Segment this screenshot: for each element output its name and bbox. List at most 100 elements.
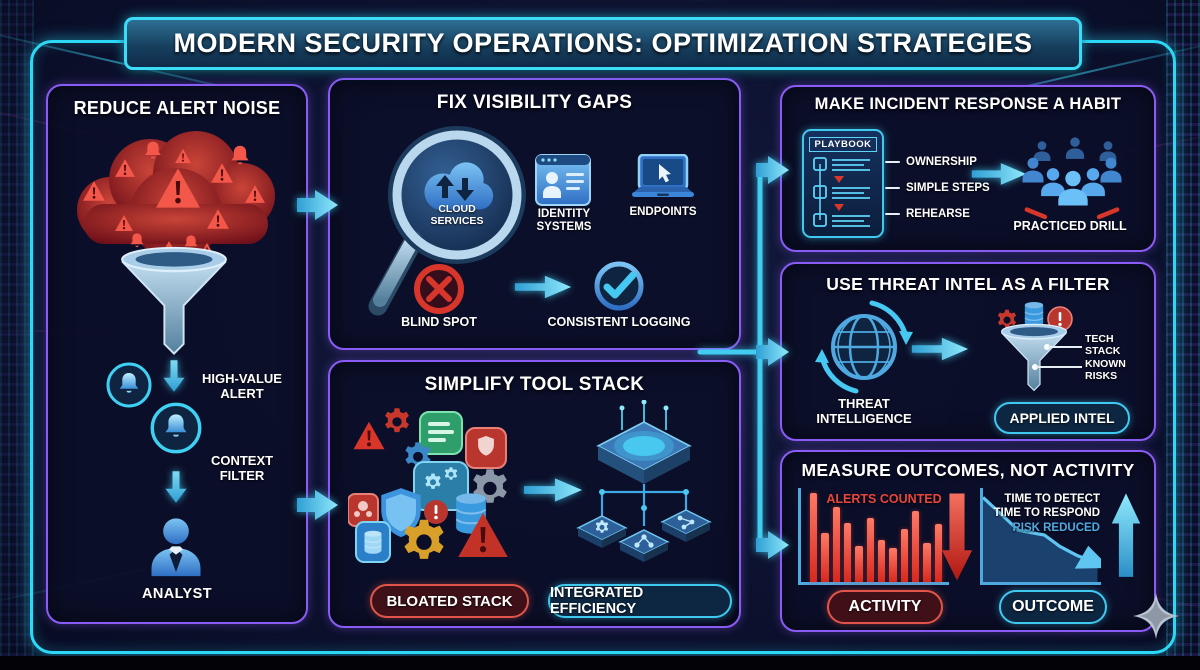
activity-bar (832, 506, 840, 582)
applied-intel-label: APPLIED INTEL (1009, 410, 1115, 426)
title-banner: MODERN SECURITY OPERATIONS: OPTIMIZATION… (124, 17, 1082, 70)
panel-title: REDUCE ALERT NOISE (73, 98, 281, 118)
identity-systems-label: IDENTITY SYSTEMS (536, 208, 592, 233)
activity-bar (821, 533, 829, 582)
ownership-row: OWNERSHIP (885, 156, 977, 168)
simple-steps-label: SIMPLE STEPS (906, 182, 990, 194)
funnel-icon (121, 246, 227, 355)
threat-intelligence-label: THREAT INTELLIGENCE (816, 396, 912, 426)
down-arrow-icon (941, 493, 973, 581)
risk-reduced-label: RISK REDUCED (1012, 522, 1100, 534)
flow-down-arrow (163, 360, 185, 392)
high-value-alert-label: HIGH-VALUE ALERT (202, 371, 282, 401)
activity-bar-chart (798, 488, 949, 585)
bloated-stack-label: BLOATED STACK (386, 592, 513, 610)
transform-arrow (514, 275, 572, 299)
rehearse-row: REHEARSE (885, 208, 970, 220)
callout-line (1036, 366, 1082, 368)
identity-card-icon (535, 154, 591, 206)
context-filter-label: CONTEXT FILTER (210, 453, 274, 483)
panel-measure-outcomes: MEASURE OUTCOMES, NOT ACTIVITY ALERTS CO… (780, 450, 1156, 632)
panel-reduce-alert-noise: REDUCE ALERT NOISE (46, 84, 308, 624)
activity-bar (923, 542, 931, 582)
panel-simplify-tool-stack: SIMPLIFY TOOL STACK (328, 360, 741, 628)
panel-title: SIMPLIFY TOOL STACK (424, 374, 645, 395)
bell-icon (150, 402, 202, 454)
outcome-line (983, 497, 1101, 570)
panel-fix-visibility-gaps: FIX VISIBILITY GAPS CLOUD SERVICES IDENT… (328, 78, 741, 350)
callout-dot (1044, 344, 1050, 350)
sparkle-logo-icon (1133, 593, 1179, 639)
transform-arrow (911, 337, 969, 361)
panel-title: FIX VISIBILITY GAPS (436, 92, 633, 113)
team-icon (1022, 137, 1122, 220)
flow-down-arrow (165, 471, 187, 503)
activity-label: ACTIVITY (848, 598, 922, 615)
panel-title: MAKE INCIDENT RESPONSE A HABIT (814, 95, 1122, 113)
applied-intel-pill: APPLIED INTEL (994, 402, 1130, 434)
activity-bar (810, 492, 818, 582)
light-streak (470, 0, 730, 3)
integrated-hub-icon (576, 400, 712, 562)
matrix-edge-right (1166, 0, 1200, 656)
endpoints-label: ENDPOINTS (629, 206, 697, 218)
activity-bar (877, 539, 886, 582)
panel-title: MEASURE OUTCOMES, NOT ACTIVITY (801, 460, 1135, 480)
callout-line (1048, 346, 1082, 348)
tech-stack-label: TECH STACK (1085, 333, 1121, 357)
panel-title: USE THREAT INTEL AS A FILTER (826, 274, 1110, 294)
analyst-icon (151, 518, 201, 577)
panel-threat-intel-filter: USE THREAT INTEL AS A FILTER THREAT INTE… (780, 262, 1156, 441)
activity-bar (911, 510, 920, 582)
panel-incident-response-habit: MAKE INCIDENT RESPONSE A HABIT PLAYBOOK (780, 85, 1156, 252)
time-to-respond-label: TIME TO RESPOND (993, 507, 1101, 519)
rehearse-label: REHEARSE (906, 208, 970, 220)
tick-line (885, 160, 900, 164)
blind-spot-icon (414, 264, 464, 314)
tick-line (885, 212, 900, 216)
blind-spot-label: BLIND SPOT (401, 315, 477, 329)
known-risks-label: KNOWN RISKS (1085, 358, 1126, 382)
activity-bar (843, 522, 852, 582)
bloated-stack-pill: BLOATED STACK (370, 584, 529, 618)
integrated-efficiency-pill: INTEGRATED EFFICIENCY (548, 584, 732, 618)
analyst-label: ANALYST (142, 586, 212, 602)
playbook-flow (813, 157, 870, 227)
activity-bars (801, 488, 949, 582)
time-to-detect-label: TIME TO DETECT (1004, 493, 1100, 505)
cloud-services-label: CLOUD SERVICES (430, 203, 484, 227)
outcome-label: OUTCOME (1012, 598, 1094, 615)
practiced-drill-label: PRACTICED DRILL (1013, 219, 1127, 233)
bottom-letterbox (0, 656, 1200, 670)
playbook-label: PLAYBOOK (808, 137, 878, 152)
ownership-label: OWNERSHIP (906, 156, 977, 168)
activity-bar (866, 518, 874, 582)
alerts-counted-label: ALERTS COUNTED (826, 492, 942, 506)
tick-line (885, 186, 900, 190)
page-title: MODERN SECURITY OPERATIONS: OPTIMIZATION… (173, 28, 1033, 58)
outcome-line-chart (980, 488, 1101, 585)
outcome-pill: OUTCOME (999, 590, 1107, 624)
activity-bar (934, 523, 942, 582)
activity-bar (900, 529, 908, 582)
intel-funnel-icon (997, 301, 1073, 392)
outcome-area (983, 497, 1098, 582)
up-arrow-icon (1111, 493, 1141, 577)
tool-pile-icon (348, 408, 508, 563)
callout-dot (1032, 364, 1038, 370)
matrix-edge-left (0, 0, 34, 656)
laptop-icon (632, 154, 694, 197)
integrated-efficiency-label: INTEGRATED EFFICIENCY (550, 585, 644, 617)
globe-icon (815, 300, 913, 394)
simple-steps-row: SIMPLE STEPS (885, 182, 990, 194)
bell-icon (106, 362, 152, 408)
alert-cloud-icon (77, 131, 275, 260)
playbook-icon: PLAYBOOK (802, 129, 884, 238)
activity-pill: ACTIVITY (827, 590, 943, 624)
consistent-logging-label: CONSISTENT LOGGING (547, 315, 691, 329)
magnifier-icon (368, 126, 526, 316)
activity-bar (855, 546, 863, 582)
activity-bar (889, 548, 897, 582)
check-circle-icon (594, 261, 644, 311)
